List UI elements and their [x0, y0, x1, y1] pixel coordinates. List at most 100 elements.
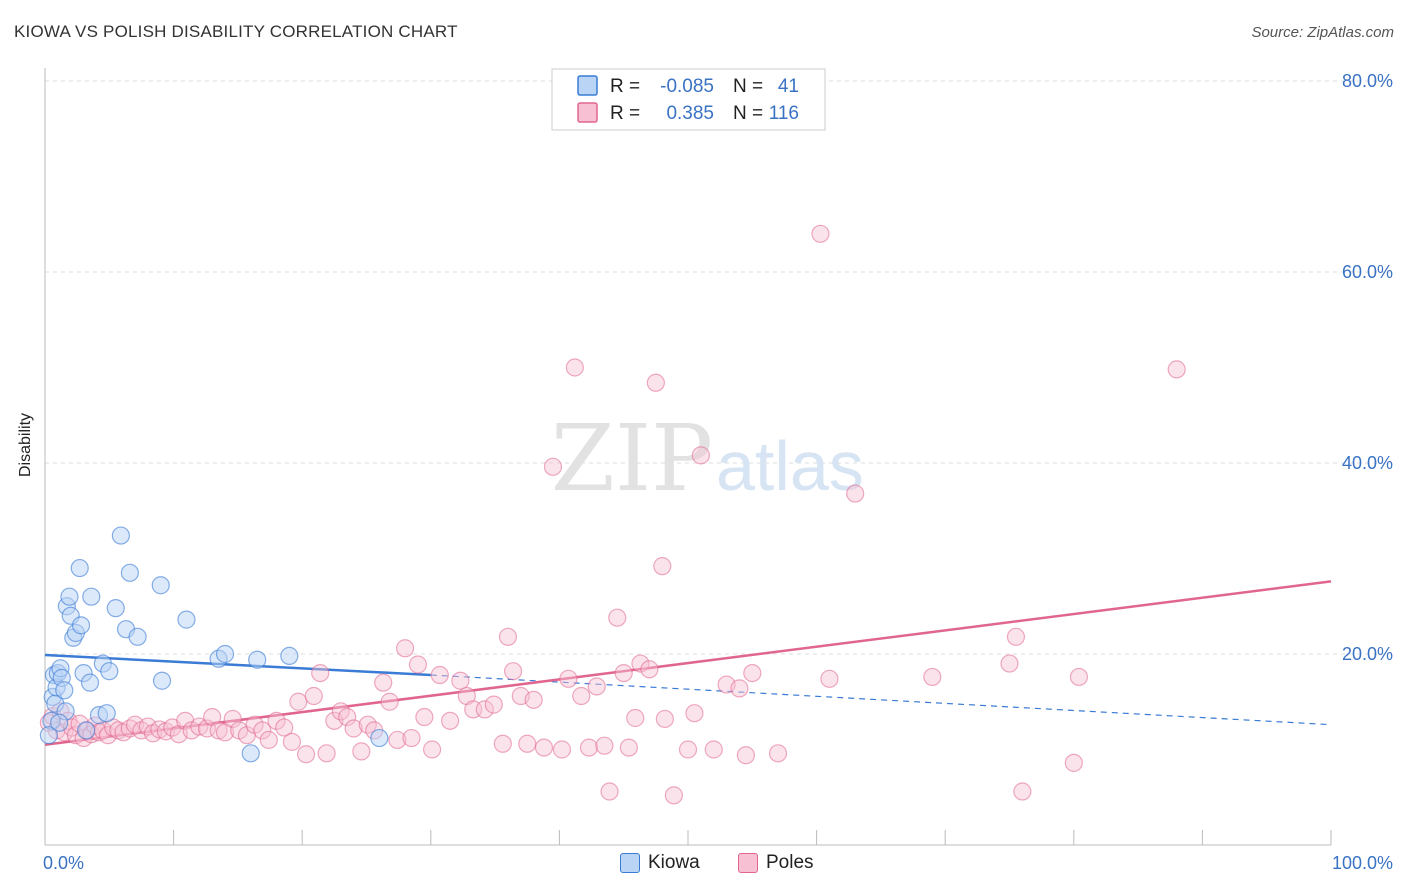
poles-point	[352, 742, 371, 761]
kiowa-point	[128, 627, 147, 646]
poles-point	[408, 655, 428, 674]
kiowa-point	[215, 644, 235, 664]
poles-point	[736, 746, 755, 765]
watermark-zip: ZIP	[551, 405, 713, 512]
poles-point	[559, 669, 578, 688]
watermark: ZIP atlas	[551, 405, 864, 512]
poles-point	[608, 608, 627, 627]
poles-point	[743, 663, 762, 683]
kiowa-point	[60, 587, 79, 606]
poles-point	[197, 719, 217, 738]
gridlines	[45, 80, 1392, 655]
y-tick-label: 40.0%	[1342, 453, 1393, 473]
poles-point	[614, 663, 633, 683]
poles-point	[422, 740, 442, 759]
poles-point	[655, 709, 674, 729]
source-credit: Source: ZipAtlas.com	[1251, 24, 1394, 41]
kiowa-point	[111, 526, 130, 545]
kiowa-point	[97, 704, 116, 723]
poles-point	[317, 744, 336, 763]
kiowa-point	[152, 671, 172, 690]
kiowa-trend-dashed	[430, 674, 1332, 726]
kiowa-point	[82, 587, 101, 606]
chart-title: KIOWA VS POLISH DISABILITY CORRELATION C…	[14, 22, 458, 41]
poles-point	[1013, 782, 1032, 801]
legend-r-value-poles: 0.385	[666, 103, 714, 124]
poles-point	[631, 654, 650, 673]
poles-point	[646, 373, 665, 392]
poles-point	[484, 695, 503, 714]
poles-point	[1064, 753, 1083, 772]
legend-r-label-poles: R =	[610, 103, 640, 124]
x-tick-label-max: 100.0%	[1332, 853, 1393, 873]
poles-point	[374, 673, 393, 692]
poles-point	[275, 718, 294, 737]
poles-point	[223, 709, 242, 729]
legend-swatch-poles-bottom	[738, 853, 758, 873]
poles-point	[388, 730, 407, 750]
poles-point	[344, 719, 363, 738]
poles-point	[579, 738, 599, 757]
legend-label-poles: Poles	[766, 852, 814, 873]
poles-point	[704, 740, 723, 759]
legend-n-value-kiowa: 41	[778, 76, 799, 97]
poles-point	[685, 704, 704, 723]
poles-point	[518, 734, 537, 753]
poles-point	[626, 708, 645, 728]
legend-swatch-kiowa-bottom	[620, 853, 640, 873]
poles-point	[653, 557, 672, 576]
poles-point	[289, 692, 308, 711]
poles-point	[504, 662, 523, 681]
poles-point	[640, 660, 659, 679]
poles-point	[552, 740, 572, 759]
tick-labels: 20.0% 40.0% 60.0% 80.0% 0.0% 100.0%	[43, 71, 1393, 873]
poles-point	[1069, 667, 1089, 687]
legend-n-label-poles: N =	[733, 103, 763, 124]
kiowa-point	[80, 673, 100, 692]
data-points	[39, 224, 1186, 805]
legend-item-poles[interactable]: Poles	[738, 852, 814, 874]
kiowa-point	[39, 726, 58, 745]
legend-item-kiowa[interactable]: Kiowa	[620, 852, 700, 874]
poles-point	[619, 738, 638, 757]
kiowa-point	[177, 610, 196, 629]
y-tick-label: 80.0%	[1342, 71, 1393, 91]
kiowa-point	[50, 713, 69, 732]
y-tick-label: 60.0%	[1342, 262, 1393, 282]
poles-point	[304, 686, 323, 706]
poles-point	[768, 744, 788, 763]
poles-point	[493, 734, 512, 753]
poles-point	[572, 686, 591, 706]
poles-point	[1006, 627, 1026, 646]
poles-point	[451, 671, 470, 690]
poles-point	[475, 700, 494, 719]
kiowa-point	[77, 721, 96, 740]
kiowa-point	[106, 599, 125, 618]
poles-point	[543, 457, 563, 476]
poles-point	[595, 736, 614, 755]
kiowa-point	[370, 728, 389, 748]
x-tick-label-min: 0.0%	[43, 853, 84, 873]
legend-r-label-kiowa: R =	[610, 76, 640, 97]
poles-point	[380, 692, 399, 711]
poles-point	[296, 745, 316, 764]
y-tick-label: 20.0%	[1342, 644, 1393, 664]
poles-point	[600, 782, 619, 801]
legend-swatch-kiowa	[577, 75, 598, 96]
poles-point	[1167, 360, 1186, 379]
legend-n-label-kiowa: N =	[733, 76, 763, 97]
poles-point	[282, 732, 302, 751]
kiowa-point	[151, 576, 170, 595]
poles-point	[846, 484, 865, 503]
stats-legend: R = -0.085 N = 41 R = 0.385 N = 116	[551, 68, 826, 131]
kiowa-point	[120, 563, 139, 582]
poles-point	[524, 690, 543, 709]
poles-point	[678, 740, 698, 759]
poles-point	[311, 663, 330, 683]
legend-label-kiowa: Kiowa	[648, 852, 700, 873]
poles-point	[498, 627, 518, 646]
legend-swatch-poles	[577, 102, 598, 123]
legend-r-value-kiowa: -0.085	[660, 76, 714, 97]
poles-point	[587, 677, 606, 696]
